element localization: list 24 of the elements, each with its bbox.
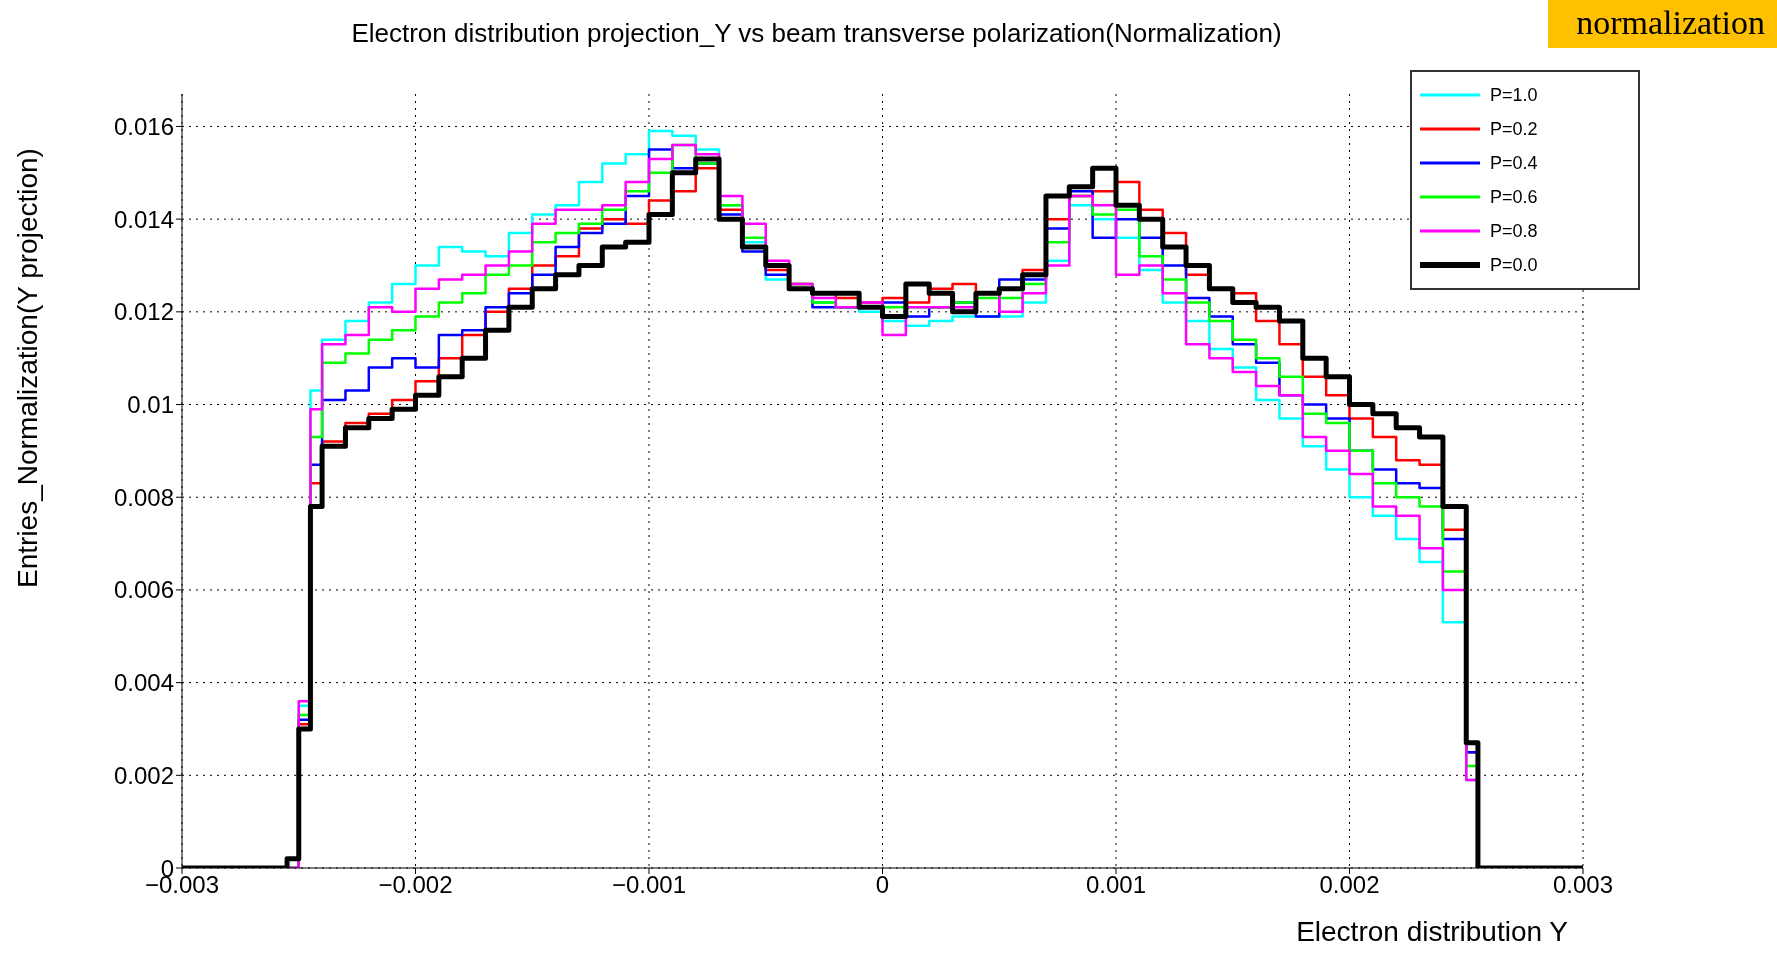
y-tick-label: 0.016 [113,112,174,140]
x-tick-label: 0.002 [1319,871,1380,899]
legend-label: P=0.8 [1490,220,1538,242]
y-axis-title: Entries_Normalization(Y projection) [12,148,44,588]
y-tick-label: 0.014 [113,205,174,233]
x-axis-title: Electron distribution Y [1296,916,1568,948]
legend-label: P=0.0 [1490,254,1538,276]
x-tick-label: 0.003 [1552,871,1614,899]
x-tick-label: 0 [875,871,890,899]
y-tick-label: 0.008 [113,483,174,511]
y-tick-label: 0.006 [113,576,174,604]
legend-label: P=0.6 [1490,186,1538,208]
y-tick-label: 0.002 [113,761,174,789]
chart-title: Electron distribution projection_Y vs beam transverse polarization(Normalization) [351,18,1282,48]
legend-label: P=0.2 [1490,118,1538,140]
y-tick-label: 0.01 [127,391,174,419]
y-tick-label: 0.004 [113,669,174,697]
x-tick-label: −0.002 [378,871,453,899]
y-tick-label: 0.012 [113,298,174,326]
x-tick-label: −0.001 [611,871,687,899]
legend-label: P=1.0 [1490,84,1538,106]
x-tick-label: 0.001 [1085,871,1147,899]
legend-label: P=0.4 [1490,152,1538,174]
text: normalization [1548,0,1777,48]
